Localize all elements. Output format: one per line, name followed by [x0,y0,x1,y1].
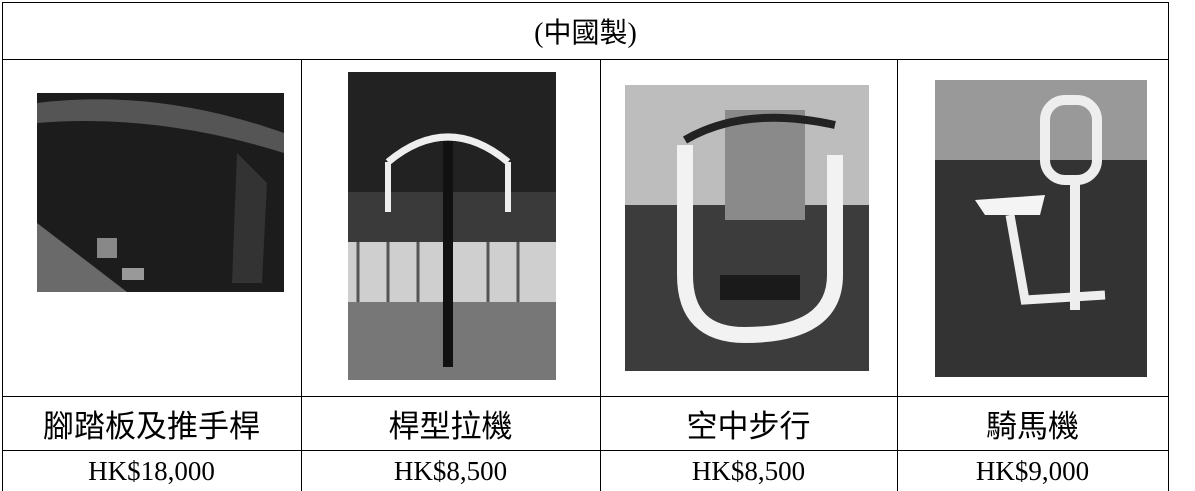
table-border [897,59,898,491]
item-price: HK$9,000 [975,455,1090,486]
table-border [301,59,302,491]
table-border [1168,2,1169,491]
photo [37,93,284,292]
item-price: HK$8,500 [691,455,806,486]
table-border [2,2,3,491]
item-name: 腳踏板及推手桿 [43,409,260,444]
table-border [2,2,1169,3]
item-name: 桿型拉機 [388,409,513,444]
item-price: HK$18,000 [88,455,215,486]
table-border [2,396,1169,397]
item-name: 空中步行 [686,409,811,444]
table-border [2,59,1169,60]
item-name: 騎馬機 [986,409,1079,444]
table-header: (中國製) [534,17,637,49]
photo [625,85,869,371]
table-border [2,450,1169,451]
item-price: HK$8,500 [393,455,508,486]
table-border [600,59,601,491]
photo [348,72,556,380]
photo [935,80,1147,377]
